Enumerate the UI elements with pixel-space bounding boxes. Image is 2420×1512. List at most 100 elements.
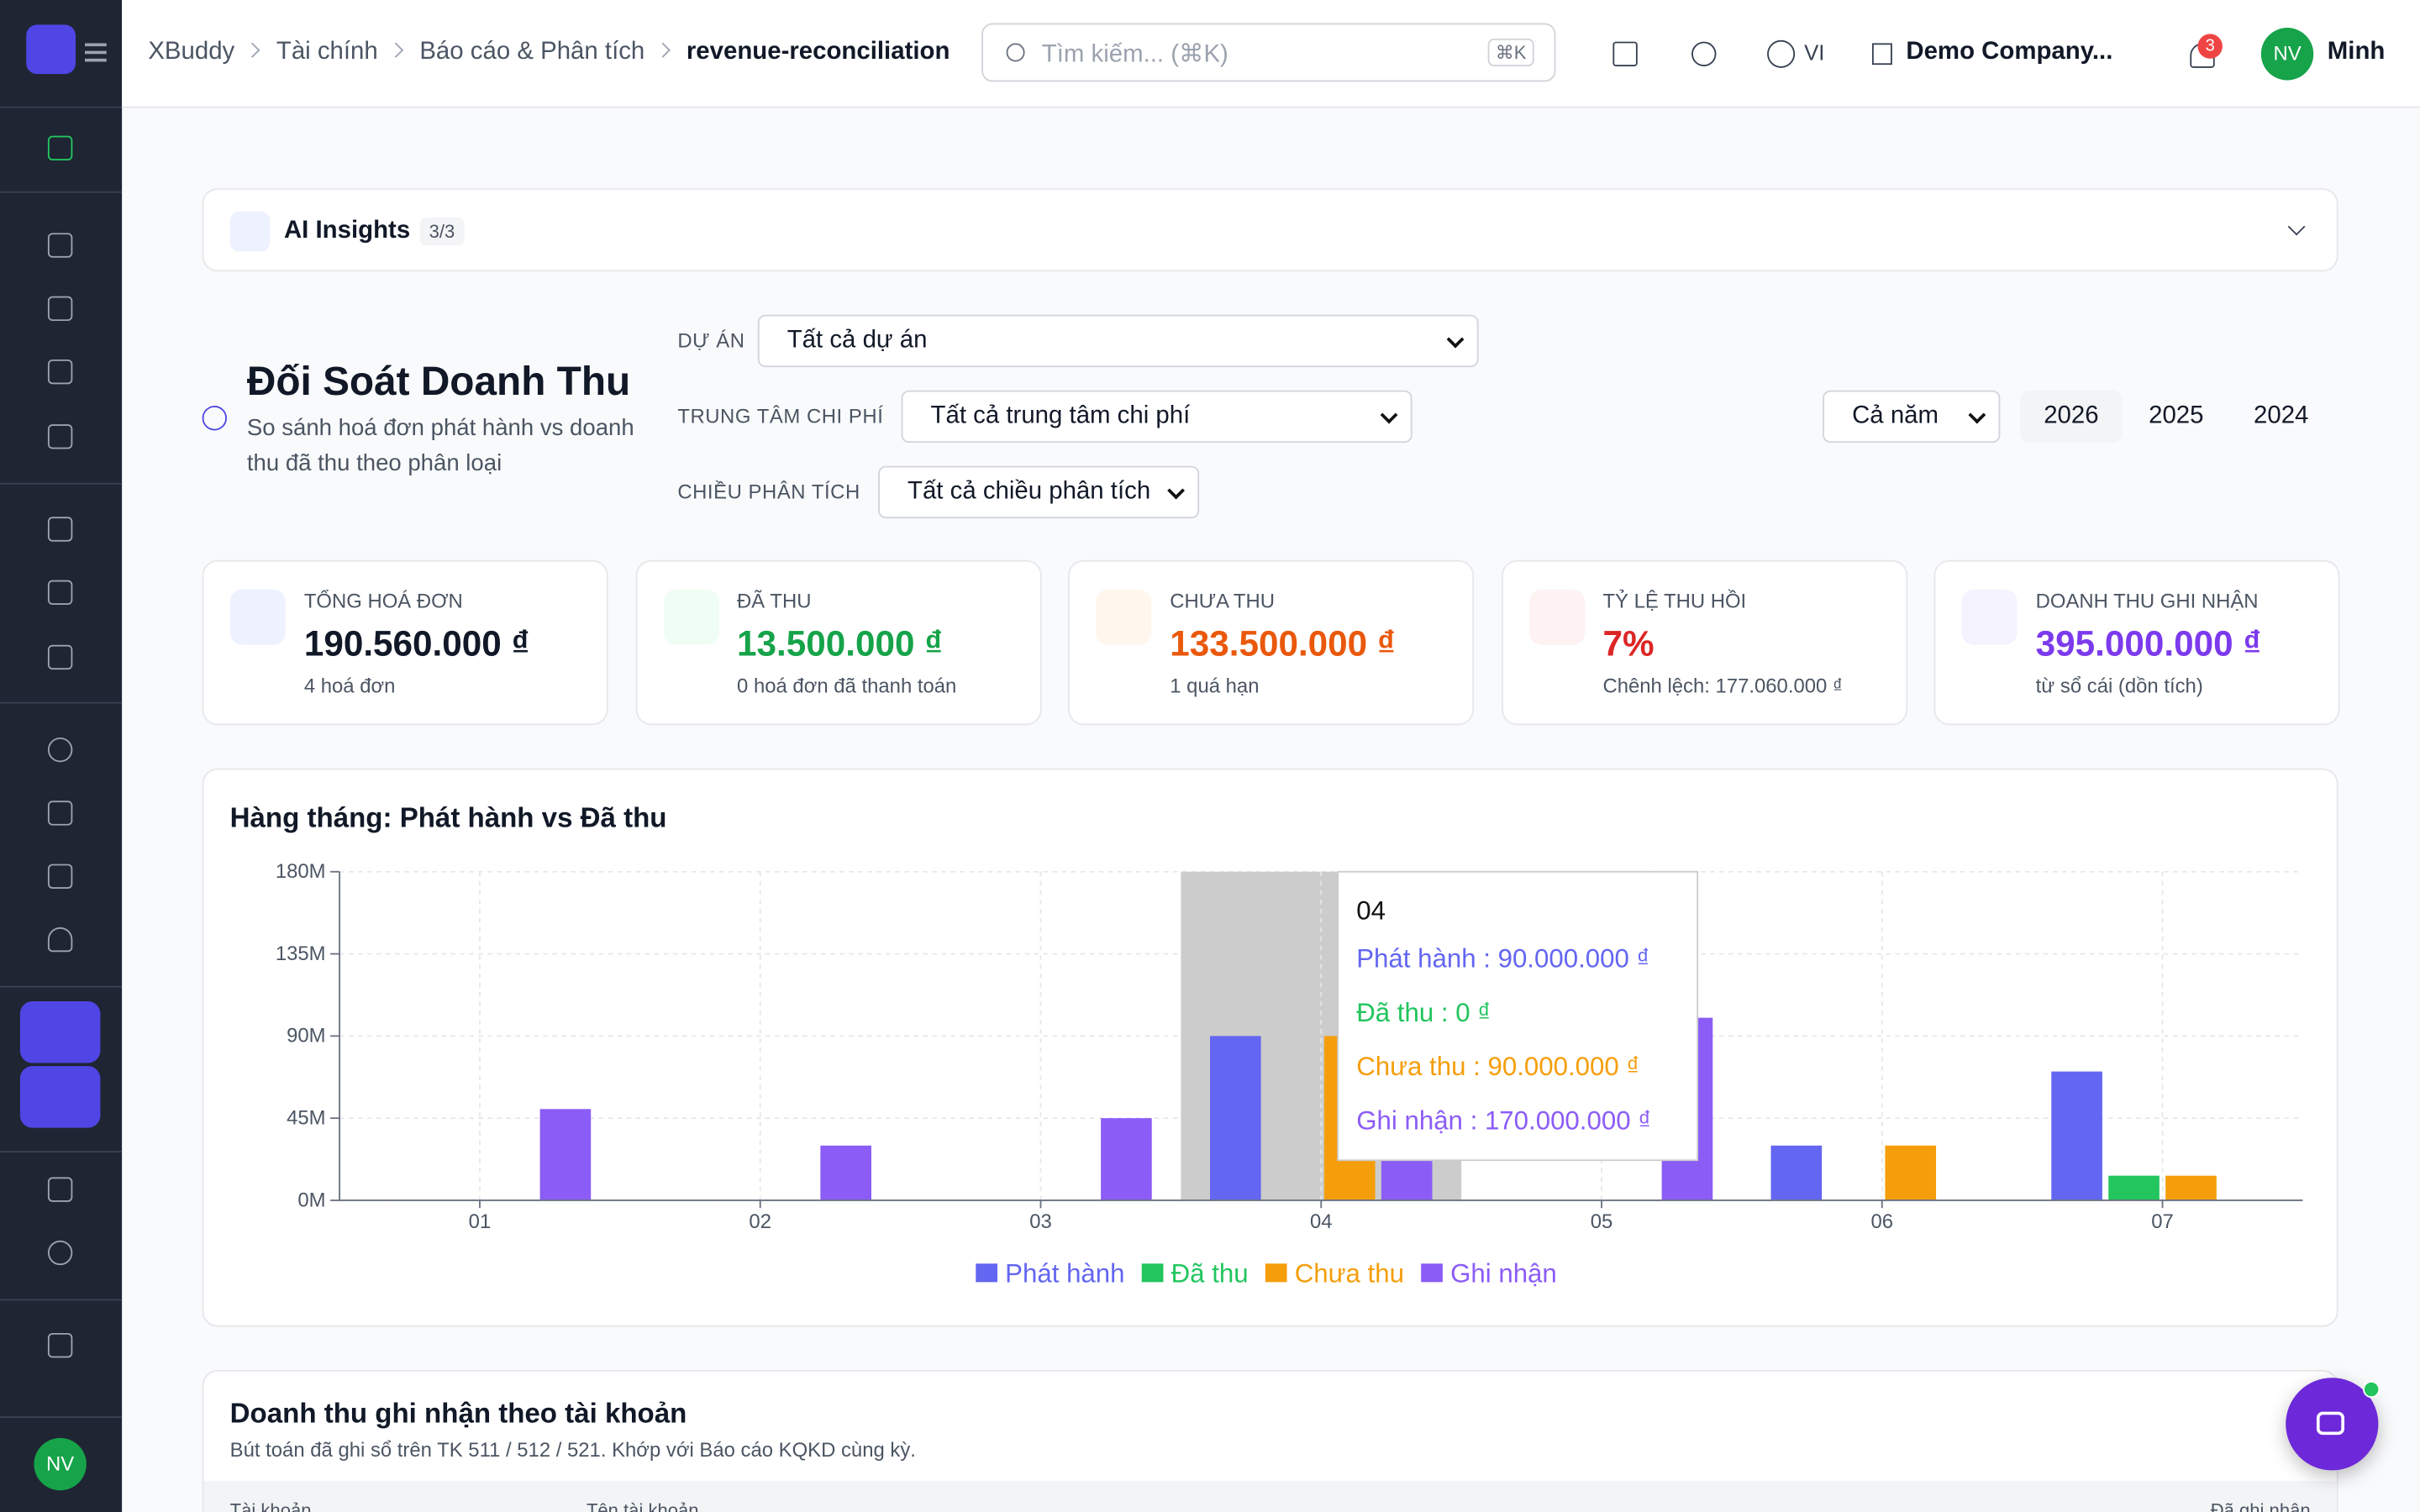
legend-label: Phát hành (1005, 1258, 1124, 1288)
tooltip-line: Ghi nhận : 170.000.000 ₫ (1356, 1105, 1651, 1135)
nav-icon[interactable] (47, 737, 73, 763)
expand-icon (2287, 218, 2306, 236)
accounts-title: Doanh thu ghi nhận theo tài khoản (229, 1398, 687, 1429)
theme-toggle[interactable] (1691, 41, 1717, 66)
ai-insights[interactable]: AI Insights 3/3 (202, 188, 2338, 272)
kpi-value: 13.500.000 ₫ (737, 623, 943, 664)
filter-label: DỰ ÁN (677, 328, 745, 352)
bar (820, 1145, 871, 1200)
search-icon (1006, 43, 1025, 62)
x-tick-label: 04 (1310, 1210, 1333, 1233)
breadcrumb-item[interactable]: Báo cáo & Phân tích (419, 38, 645, 66)
y-tick-label: 90M (287, 1025, 325, 1047)
kpi-label: TỶ LỆ THU HỒI (1602, 589, 1747, 613)
kpi-note: 0 hoá đơn đã thanh toán (737, 674, 957, 698)
apps-icon[interactable] (1612, 41, 1638, 66)
kpi-note: từ sổ cái (dồn tích) (2035, 674, 2203, 698)
nav-active[interactable] (19, 1066, 101, 1128)
company[interactable]: Demo Company... (1906, 38, 2113, 66)
user-name[interactable]: Minh (2327, 38, 2386, 66)
nav-icon[interactable] (47, 1177, 73, 1202)
tooltip (1337, 870, 1699, 1162)
chatbot-button[interactable] (2286, 1378, 2381, 1471)
avatar[interactable]: NV (2260, 28, 2314, 81)
nav-icon[interactable] (47, 1332, 73, 1358)
legend-label: Đã thu (1171, 1258, 1249, 1288)
y-tick-label: 0M (297, 1189, 325, 1211)
nav-icon[interactable] (47, 296, 73, 322)
menu-toggle[interactable] (85, 43, 107, 47)
kpi-card: CHƯA THU 133.500.000 ₫ 1 quá hạn (1068, 559, 1475, 726)
tooltip-title: 04 (1356, 896, 1386, 926)
breadcrumb: XBuddy Tài chính Báo cáo & Phân tích revenu… (148, 39, 950, 66)
topbar: XBuddy Tài chính Báo cáo & Phân tích revenu… (122, 0, 2420, 108)
kpi-card: TỶ LỆ THU HỒI 7% Chênh lệch: 177.060.000 ₫ (1501, 559, 1907, 726)
kpi-label: DOANH THU GHI NHẬN (2035, 589, 2259, 613)
year-button[interactable]: 2024 (2254, 402, 2309, 429)
y-tick-label: 45M (287, 1107, 325, 1130)
nav-icon[interactable] (47, 359, 73, 385)
legend-swatch (1421, 1263, 1443, 1283)
kpi-label: CHƯA THU (1170, 589, 1276, 613)
kpi-note: Chênh lệch: 177.060.000 ₫ (1602, 674, 1844, 698)
language-icon[interactable] (1767, 39, 1796, 68)
nav-icon[interactable] (47, 517, 73, 542)
nav-icon[interactable] (47, 801, 73, 826)
kpi-value: 190.560.000 ₫ (303, 623, 530, 664)
nav-icon[interactable] (47, 864, 73, 889)
nav-icon[interactable] (47, 1240, 73, 1266)
search-box[interactable]: Tìm kiếm... (⌘K) ⌘K (981, 23, 1556, 82)
separator (245, 42, 260, 58)
notification-badge: 3 (2197, 34, 2223, 59)
company-icon (1871, 43, 1892, 66)
kpi-value: 395.000.000 ₫ (2035, 623, 2262, 664)
separator (655, 42, 671, 58)
kpi-icon (1096, 589, 1152, 645)
tooltip-line: Chưa thu : 90.000.000 ₫ (1356, 1052, 1639, 1081)
bar (1210, 1036, 1261, 1200)
bar (1885, 1145, 1937, 1200)
nav-icon[interactable] (47, 135, 73, 161)
kpi-value: 133.500.000 ₫ (1170, 623, 1396, 664)
kpi-icon (1528, 589, 1585, 645)
x-tick-label: 07 (2151, 1210, 2174, 1233)
filter-select[interactable]: Tất cả trung tâm chi phí (901, 390, 1413, 444)
period-select[interactable]: Cả năm (1823, 390, 2001, 444)
insights-title: AI Insights (283, 217, 411, 244)
language[interactable]: VI (1804, 39, 1825, 66)
filter-select[interactable]: Tất cả chiều phân tích (878, 465, 1200, 519)
year-button[interactable]: 2025 (2149, 402, 2204, 429)
legend-swatch (976, 1263, 997, 1283)
accounts-card: Doanh thu ghi nhận theo tài khoản Bút to… (202, 1370, 2338, 1512)
logo[interactable] (26, 24, 76, 75)
filter-select[interactable]: Tất cả dự án (757, 314, 1479, 368)
breadcrumb-item[interactable]: XBuddy (148, 38, 235, 66)
column-header: Đã ghi nhận (2210, 1499, 2311, 1512)
kpi-icon (662, 589, 719, 645)
nav-active[interactable] (19, 1001, 101, 1063)
year-button[interactable]: 2026 (2020, 390, 2123, 444)
insights-count: 3/3 (419, 217, 465, 246)
bar (1101, 1118, 1152, 1200)
bar (539, 1109, 592, 1200)
page-subtitle: So sánh hoá đơn phát hành vs doanh thu đ… (246, 415, 634, 477)
nav-icon[interactable] (47, 644, 73, 670)
x-tick-label: 02 (749, 1210, 771, 1233)
table-header: Tài khoản Tên tài khoản Đã ghi nhận (203, 1481, 2337, 1512)
kpi-icon (1961, 589, 2018, 645)
filter-label: CHIỀU PHÂN TÍCH (677, 480, 860, 503)
shortcut: ⌘K (1487, 38, 1534, 66)
legend-swatch (1265, 1263, 1287, 1283)
user-avatar[interactable]: NV (34, 1437, 87, 1491)
bot-icon (2316, 1411, 2345, 1436)
title-icon (202, 406, 228, 431)
breadcrumb-item[interactable]: Tài chính (276, 38, 378, 66)
nav-icon[interactable] (47, 580, 73, 606)
bar (1770, 1145, 1823, 1200)
y-tick-label: 180M (276, 860, 326, 883)
nav-icon[interactable] (47, 927, 73, 953)
nav-icon[interactable] (47, 233, 73, 258)
bar (2108, 1175, 2160, 1200)
tooltip-line: Đã thu : 0 ₫ (1356, 998, 1491, 1027)
nav-icon[interactable] (47, 424, 73, 449)
